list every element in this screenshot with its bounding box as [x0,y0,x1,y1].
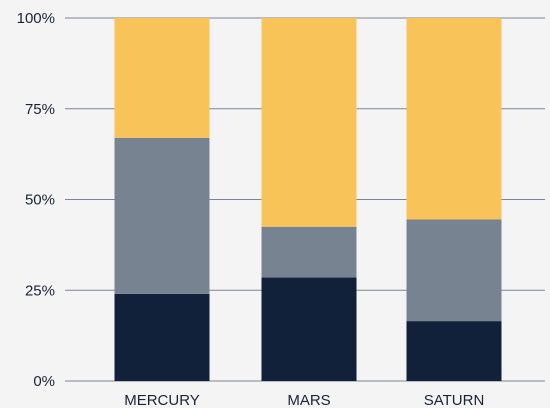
bar-segment [114,18,210,138]
x-category-label: MARS [287,392,330,408]
y-tick-label: 0% [33,373,55,390]
bar-segment [406,18,502,220]
y-tick-label: 25% [25,282,55,299]
y-tick-label: 100% [17,10,55,27]
bar-segment [406,321,502,381]
y-axis-labels: 0% 25% 50% 75% 100% [17,10,55,390]
bar-segment [261,18,357,227]
bar-segment [114,137,210,294]
bars [114,18,502,381]
x-category-label: MERCURY [124,392,200,408]
bar-segment [114,293,210,381]
bar-segment [406,219,502,322]
y-tick-label: 50% [25,192,55,209]
x-category-label: SATURN [424,392,485,408]
bar-segment [261,277,357,381]
y-tick-label: 75% [25,101,55,118]
x-axis-labels: MERCURY MARS SATURN [124,392,484,408]
bar-segment [261,226,357,278]
